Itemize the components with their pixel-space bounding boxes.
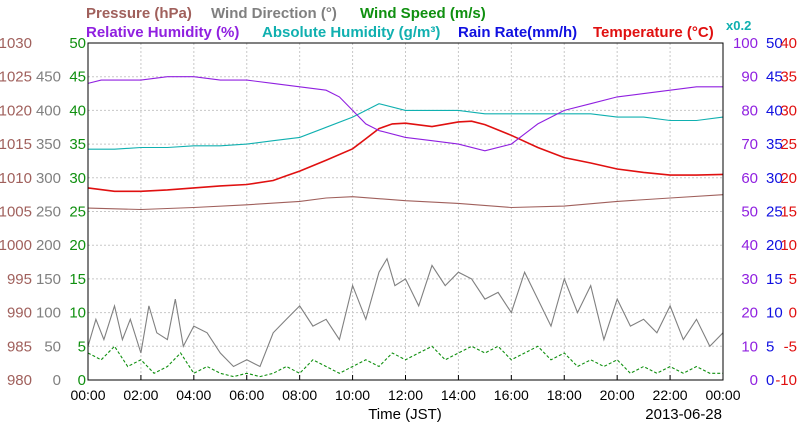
tick-label-temp: 5 — [789, 271, 797, 288]
tick-label-pressure: 1005 — [0, 204, 32, 221]
x-tick-label: 08:00 — [282, 387, 317, 403]
tick-label-wind-speed: 25 — [69, 204, 86, 221]
x-tick-label: 06:00 — [229, 387, 264, 403]
tick-label-wind-dir: 0 — [53, 372, 61, 389]
tick-label-humidity: 80 — [741, 102, 758, 119]
tick-label-temp: 0 — [789, 305, 797, 322]
tick-label-pressure: 990 — [7, 305, 32, 322]
tick-label-pressure: 980 — [7, 372, 32, 389]
x-tick-label: 02:00 — [123, 387, 158, 403]
tick-label-temp: 15 — [780, 204, 797, 221]
rain-scale-note: x0.2 — [726, 18, 751, 33]
tick-label-temp: 30 — [780, 102, 797, 119]
x-tick-label: 16:00 — [494, 387, 529, 403]
tick-label-wind-speed: 5 — [78, 338, 86, 355]
tick-label-pressure: 985 — [7, 338, 32, 355]
legend-temperature: Temperature (°C) — [593, 24, 714, 41]
tick-label-pressure: 1025 — [0, 69, 32, 86]
legend-pressure: Pressure (hPa) — [86, 5, 192, 22]
x-tick-label: 10:00 — [335, 387, 370, 403]
tick-label-pressure: 1010 — [0, 170, 32, 187]
tick-label-wind-dir: 100 — [36, 305, 61, 322]
tick-label-wind-speed: 20 — [69, 237, 86, 254]
grid — [88, 43, 723, 380]
tick-label-rain: 25 — [766, 204, 783, 221]
tick-label-humidity: 100 — [733, 35, 758, 52]
tick-label-wind-speed: 30 — [69, 170, 86, 187]
tick-label-wind-dir: 450 — [36, 69, 61, 86]
x-tick-label: 00:00 — [705, 387, 740, 403]
legend-absolute-humidity: Absolute Humidity (g/m³) — [262, 24, 440, 41]
tick-label-wind-dir: 50 — [44, 338, 61, 355]
tick-label-humidity: 30 — [741, 271, 758, 288]
series-line-pressure — [87, 194, 724, 211]
tick-label-rain: 50 — [766, 35, 783, 52]
legend-wind-direction: Wind Direction (°) — [211, 5, 337, 22]
tick-label-wind-dir: 400 — [36, 102, 61, 119]
series-line-wind-dir — [87, 257, 724, 368]
tick-label-wind-dir: 150 — [36, 271, 61, 288]
tick-label-humidity: 60 — [741, 170, 758, 187]
tick-label-temp: 40 — [780, 35, 797, 52]
chart-date: 2013-06-28 — [645, 406, 722, 423]
series-line-humidity — [88, 103, 724, 150]
tick-label-pressure: 1000 — [0, 237, 32, 254]
tick-label-temp: 25 — [780, 136, 797, 153]
series-line-wind-speed — [87, 345, 723, 378]
tick-label-wind-speed: 0 — [78, 372, 86, 389]
tick-label-pressure: 1015 — [0, 136, 32, 153]
tick-label-humidity: 50 — [741, 204, 758, 221]
tick-label-wind-speed: 10 — [69, 305, 86, 322]
legend: Pressure (hPa) Wind Direction (°) Wind S… — [86, 5, 751, 41]
tick-label-rain: 40 — [766, 102, 783, 119]
tick-label-wind-speed: 15 — [69, 271, 86, 288]
tick-label-rain: 10 — [766, 305, 783, 322]
x-tick-label: 18:00 — [547, 387, 582, 403]
tick-label-rain: 0 — [766, 372, 774, 389]
tick-label-humidity: 70 — [741, 136, 758, 153]
tick-label-wind-speed: 35 — [69, 136, 86, 153]
tick-label-rain: 15 — [766, 271, 783, 288]
tick-label-wind-speed: 50 — [69, 35, 86, 52]
tick-label-temp: 35 — [780, 69, 797, 86]
x-axis-label: Time (JST) — [368, 406, 442, 423]
tick-label-temp: -5 — [784, 338, 797, 355]
x-tick-label: 20:00 — [600, 387, 635, 403]
tick-label-wind-speed: 45 — [69, 69, 86, 86]
tick-label-rain: 30 — [766, 170, 783, 187]
tick-label-humidity: 20 — [741, 305, 758, 322]
tick-label-wind-dir: 200 — [36, 237, 61, 254]
tick-label-temp: 10 — [780, 237, 797, 254]
tick-label-rain: 45 — [766, 69, 783, 86]
x-tick-label: 22:00 — [653, 387, 688, 403]
x-tick-label: 04:00 — [176, 387, 211, 403]
tick-label-humidity: 0 — [750, 372, 758, 389]
tick-label-humidity: 40 — [741, 237, 758, 254]
tick-label-pressure: 1030 — [0, 35, 32, 52]
x-tick-label: 14:00 — [441, 387, 476, 403]
tick-label-humidity: 10 — [741, 338, 758, 355]
legend-relative-humidity: Relative Humidity (%) — [86, 24, 239, 41]
tick-label-wind-speed: 40 — [69, 102, 86, 119]
tick-label-rain: 35 — [766, 136, 783, 153]
tick-label-temp: 20 — [780, 170, 797, 187]
series-line-humidity — [87, 76, 723, 152]
tick-label-wind-dir: 250 — [36, 204, 61, 221]
tick-label-wind-dir: 300 — [36, 170, 61, 187]
x-tick-label: 12:00 — [388, 387, 423, 403]
legend-rain-rate: Rain Rate(mm/h) — [458, 24, 577, 41]
tick-label-temp: -10 — [775, 372, 797, 389]
x-tick-label: 00:00 — [70, 387, 105, 403]
tick-label-rain: 5 — [766, 338, 774, 355]
tick-label-humidity: 90 — [741, 69, 758, 86]
axis-ticks: 1030102510201015101010051000995990985980… — [0, 35, 797, 403]
tick-label-wind-dir: 350 — [36, 136, 61, 153]
tick-label-pressure: 995 — [7, 271, 32, 288]
legend-wind-speed: Wind Speed (m/s) — [360, 5, 486, 22]
tick-label-rain: 20 — [766, 237, 783, 254]
series-line-temp — [87, 120, 724, 193]
tick-label-pressure: 1020 — [0, 102, 32, 119]
